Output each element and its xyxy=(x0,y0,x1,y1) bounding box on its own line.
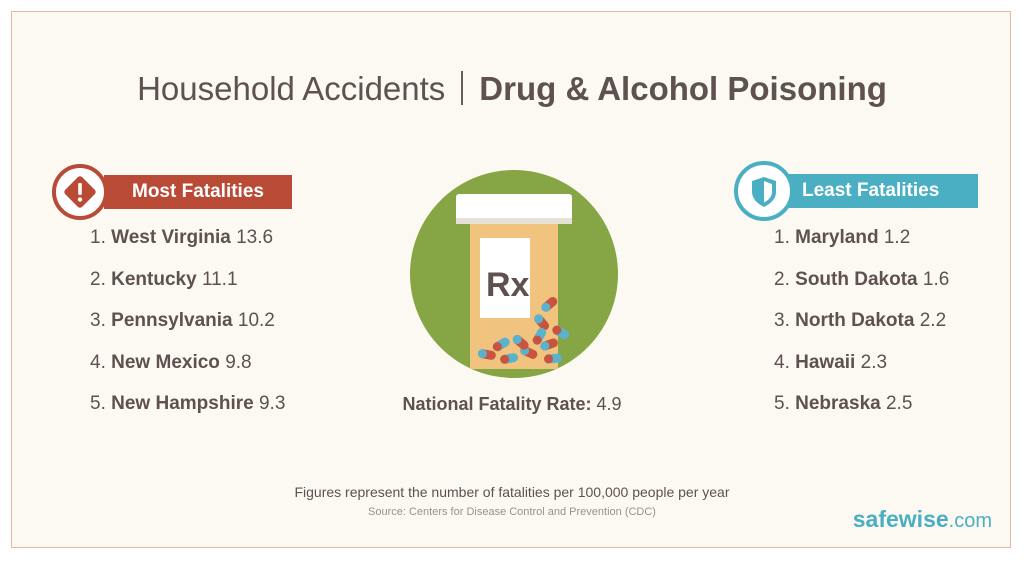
title-category: Household Accidents xyxy=(137,70,446,107)
most-fatalities-list: 1. West Virginia 13.6 2. Kentucky 11.1 3… xyxy=(90,227,285,435)
list-item: 2. Kentucky 11.1 xyxy=(90,268,238,290)
national-rate-label: National Fatality Rate: xyxy=(402,394,592,414)
list-item: 2. South Dakota 1.6 xyxy=(774,268,950,290)
logo-brand: safewise xyxy=(852,506,949,532)
least-fatalities-badge: Least Fatalities xyxy=(764,174,978,208)
pill-bottle-illustration: Rx xyxy=(410,170,618,378)
list-item: 5. Nebraska 2.5 xyxy=(774,393,913,414)
page-title: Household Accidents Drug & Alcohol Poison… xyxy=(12,70,1012,108)
national-rate-value: 4.9 xyxy=(596,394,622,414)
title-divider xyxy=(461,71,464,105)
list-item: 3. Pennsylvania 10.2 xyxy=(90,310,275,331)
safewise-logo: safewise.com xyxy=(853,506,992,533)
source-citation: Source: Centers for Disease Control and … xyxy=(368,506,656,518)
list-item: 3. North Dakota 2.2 xyxy=(774,310,947,331)
list-item: 1. West Virginia 13.6 xyxy=(90,227,274,248)
warning-icon xyxy=(52,164,108,220)
rx-label: Rx xyxy=(486,266,530,304)
list-item: 4. Hawaii 2.3 xyxy=(774,351,888,373)
list-item: 5. New Hampshire 9.3 xyxy=(90,393,286,414)
list-item: 4. New Mexico 9.8 xyxy=(90,351,252,373)
shield-icon xyxy=(734,161,794,221)
least-fatalities-list: 1. Maryland 1.2 2. South Dakota 1.6 3. N… xyxy=(774,227,949,435)
infographic-card: Household Accidents Drug & Alcohol Poison… xyxy=(11,11,1011,548)
most-fatalities-label: Most Fatalities xyxy=(132,181,264,202)
national-fatality-rate: National Fatality Rate: 4.9 xyxy=(312,394,712,415)
figures-footnote: Figures represent the number of fataliti… xyxy=(294,484,730,500)
logo-tld: .com xyxy=(948,510,992,532)
least-fatalities-label: Least Fatalities xyxy=(802,180,940,201)
most-fatalities-badge: Most Fatalities xyxy=(104,175,292,209)
list-item: 1. Maryland 1.2 xyxy=(774,227,911,248)
title-topic: Drug & Alcohol Poisoning xyxy=(479,70,887,107)
